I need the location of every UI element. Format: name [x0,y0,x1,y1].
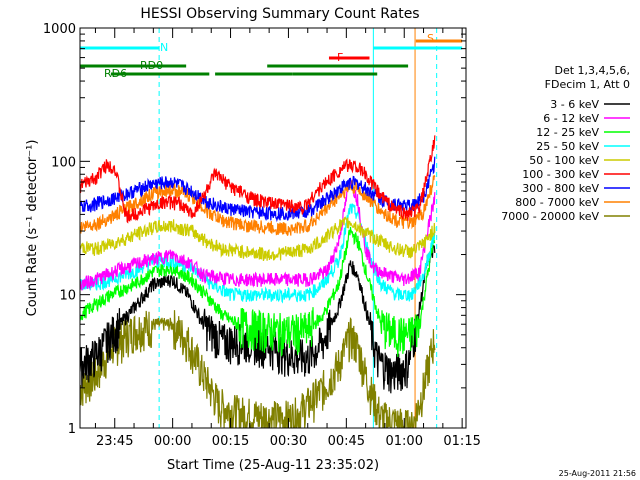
y-tick-label: 1 [68,422,76,437]
legend-header: Det 1,3,4,5,6, [554,64,630,77]
legend-entry-label: 3 - 6 keV [550,98,599,111]
chart-title: HESSI Observing Summary Count Rates [140,6,419,22]
legend-entry-label: 300 - 800 keV [522,182,599,195]
y-tick-label: 100 [51,155,76,170]
flag-label-rd0: RD0 [140,59,163,72]
x-axis: 23:45 00:00 00:15 00:30 00:45 01:00 01:15 [94,28,481,449]
x-tick-label: 00:00 [154,434,191,449]
legend-entry-label: 100 - 300 keV [522,168,599,181]
series-line [80,226,436,358]
legend-header: FDecim 1, Att 0 [545,78,630,91]
legend-entry-label: 50 - 100 keV [529,154,599,167]
series-line [80,216,436,261]
legend-entry-label: 12 - 25 keV [536,126,599,139]
x-tick-label: 01:00 [386,434,423,449]
y-axis-label: Count Rate (s⁻¹ detector⁻¹) [25,140,40,317]
legend: Det 1,3,4,5,6,FDecim 1, Att 0 3 - 6 keV6 … [501,64,630,223]
series-line [80,135,436,224]
legend-entry-label: 6 - 12 keV [543,112,599,125]
series-line [80,179,436,291]
series-line [80,310,436,428]
flag-labels: N S F RD0 RD6 [104,32,434,80]
x-tick-label: 00:15 [212,434,249,449]
series-line [80,175,436,236]
footer-date: 25-Aug-2011 21:56 [559,469,636,478]
x-tick-label: 00:30 [270,434,307,449]
series-line [80,156,436,223]
x-tick-label: 01:15 [443,434,480,449]
flag-label-rd6: RD6 [104,67,127,80]
y-tick-label: 10 [59,289,76,304]
y-axis: 1 10 100 1000 [43,22,466,437]
x-tick-label: 00:45 [328,434,365,449]
plot-frame [79,27,467,429]
flag-label-f: F [337,51,343,64]
x-tick-label: 23:45 [96,434,133,449]
legend-entry-label: 800 - 7000 keV [515,196,599,209]
legend-entry-label: 25 - 50 keV [536,140,599,153]
flag-label-n: N [160,41,168,54]
plot-area [79,27,467,429]
x-axis-label: Start Time (25-Aug-11 23:35:02) [167,458,379,473]
legend-entry-label: 7000 - 20000 keV [501,210,599,223]
flag-label-s: S [427,32,434,45]
y-tick-label: 1000 [43,22,76,37]
